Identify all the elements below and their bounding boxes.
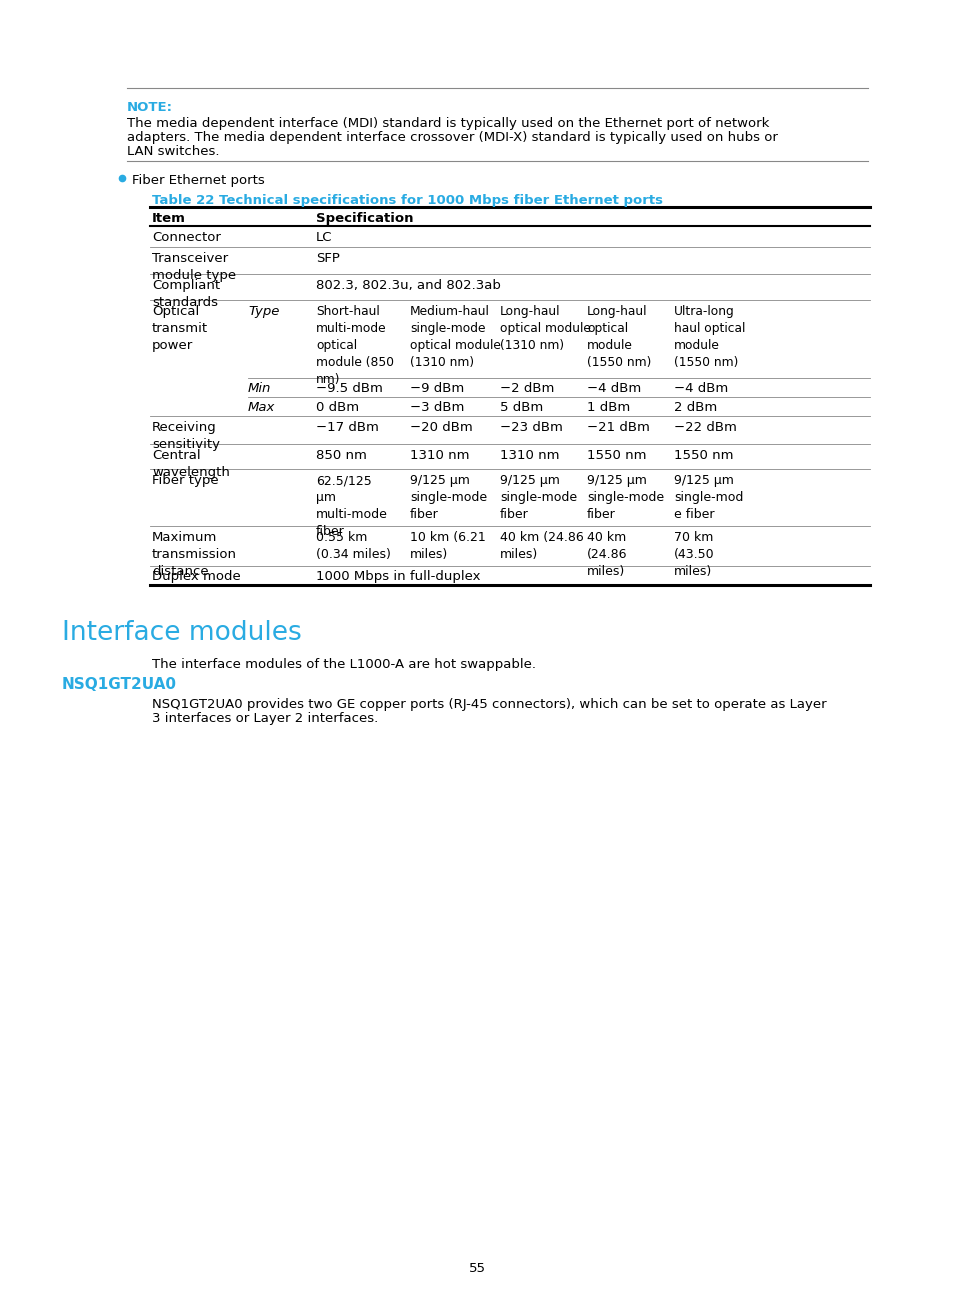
Text: Receiving
sensitivity: Receiving sensitivity xyxy=(152,421,220,451)
Text: adapters. The media dependent interface crossover (MDI-X) standard is typically : adapters. The media dependent interface … xyxy=(127,131,777,144)
Text: NOTE:: NOTE: xyxy=(127,101,172,114)
Text: Long-haul
optical module
(1310 nm): Long-haul optical module (1310 nm) xyxy=(499,305,590,353)
Text: −2 dBm: −2 dBm xyxy=(499,382,554,395)
Text: Medium-haul
single-mode
optical module
(1310 nm): Medium-haul single-mode optical module (… xyxy=(410,305,500,369)
Text: LAN switches.: LAN switches. xyxy=(127,145,219,158)
Text: 10 km (6.21
miles): 10 km (6.21 miles) xyxy=(410,531,485,561)
Text: Max: Max xyxy=(248,400,275,413)
Text: 9/125 μm
single-mode
fiber: 9/125 μm single-mode fiber xyxy=(586,474,663,521)
Text: Min: Min xyxy=(248,382,271,395)
Text: Short-haul
multi-mode
optical
module (850
nm): Short-haul multi-mode optical module (85… xyxy=(315,305,394,386)
Text: SFP: SFP xyxy=(315,251,339,264)
Text: LC: LC xyxy=(315,231,333,244)
Text: 802.3, 802.3u, and 802.3ab: 802.3, 802.3u, and 802.3ab xyxy=(315,279,500,292)
Text: Compliant
standards: Compliant standards xyxy=(152,279,220,308)
Text: 62.5/125
μm
multi-mode
fiber: 62.5/125 μm multi-mode fiber xyxy=(315,474,388,538)
Text: NSQ1GT2UA0 provides two GE copper ports (RJ-45 connectors), which can be set to : NSQ1GT2UA0 provides two GE copper ports … xyxy=(152,699,825,712)
Text: Ultra-long
haul optical
module
(1550 nm): Ultra-long haul optical module (1550 nm) xyxy=(673,305,744,369)
Text: 9/125 μm
single-mod
e fiber: 9/125 μm single-mod e fiber xyxy=(673,474,742,521)
Text: −9.5 dBm: −9.5 dBm xyxy=(315,382,382,395)
Text: −3 dBm: −3 dBm xyxy=(410,400,464,413)
Text: NSQ1GT2UA0: NSQ1GT2UA0 xyxy=(62,677,177,692)
Text: 3 interfaces or Layer 2 interfaces.: 3 interfaces or Layer 2 interfaces. xyxy=(152,712,377,724)
Text: 40 km (24.86
miles): 40 km (24.86 miles) xyxy=(499,531,583,561)
Text: 1550 nm: 1550 nm xyxy=(586,448,646,461)
Text: Duplex mode: Duplex mode xyxy=(152,570,240,583)
Text: −17 dBm: −17 dBm xyxy=(315,421,378,434)
Text: 1310 nm: 1310 nm xyxy=(410,448,469,461)
Text: 1000 Mbps in full-duplex: 1000 Mbps in full-duplex xyxy=(315,570,480,583)
Text: −23 dBm: −23 dBm xyxy=(499,421,562,434)
Text: 5 dBm: 5 dBm xyxy=(499,400,542,413)
Text: Item: Item xyxy=(152,213,186,226)
Text: 1310 nm: 1310 nm xyxy=(499,448,558,461)
Text: Optical
transmit
power: Optical transmit power xyxy=(152,305,208,353)
Text: Transceiver
module type: Transceiver module type xyxy=(152,251,236,283)
Text: 9/125 μm
single-mode
fiber: 9/125 μm single-mode fiber xyxy=(499,474,577,521)
Text: 2 dBm: 2 dBm xyxy=(673,400,717,413)
Text: Table 22 Technical specifications for 1000 Mbps fiber Ethernet ports: Table 22 Technical specifications for 10… xyxy=(152,194,662,207)
Text: Maximum
transmission
distance: Maximum transmission distance xyxy=(152,531,236,578)
Text: −22 dBm: −22 dBm xyxy=(673,421,736,434)
Text: −9 dBm: −9 dBm xyxy=(410,382,464,395)
Text: Long-haul
optical
module
(1550 nm): Long-haul optical module (1550 nm) xyxy=(586,305,651,369)
Text: 850 nm: 850 nm xyxy=(315,448,367,461)
Text: Fiber Ethernet ports: Fiber Ethernet ports xyxy=(132,174,265,187)
Text: −4 dBm: −4 dBm xyxy=(586,382,640,395)
Text: Fiber type: Fiber type xyxy=(152,474,218,487)
Text: Central
wavelength: Central wavelength xyxy=(152,448,230,480)
Text: 9/125 μm
single-mode
fiber: 9/125 μm single-mode fiber xyxy=(410,474,487,521)
Text: 1550 nm: 1550 nm xyxy=(673,448,733,461)
Text: The media dependent interface (MDI) standard is typically used on the Ethernet p: The media dependent interface (MDI) stan… xyxy=(127,117,768,130)
Text: 0 dBm: 0 dBm xyxy=(315,400,358,413)
Text: −21 dBm: −21 dBm xyxy=(586,421,649,434)
Text: The interface modules of the L1000-A are hot swappable.: The interface modules of the L1000-A are… xyxy=(152,658,536,671)
Text: −4 dBm: −4 dBm xyxy=(673,382,727,395)
Text: 40 km
(24.86
miles): 40 km (24.86 miles) xyxy=(586,531,627,578)
Text: Type: Type xyxy=(248,305,279,318)
Text: −20 dBm: −20 dBm xyxy=(410,421,473,434)
Text: 0.55 km
(0.34 miles): 0.55 km (0.34 miles) xyxy=(315,531,391,561)
Text: Connector: Connector xyxy=(152,231,221,244)
Text: 55: 55 xyxy=(468,1262,485,1275)
Text: 70 km
(43.50
miles): 70 km (43.50 miles) xyxy=(673,531,714,578)
Text: Specification: Specification xyxy=(315,213,413,226)
Text: 1 dBm: 1 dBm xyxy=(586,400,630,413)
Text: Interface modules: Interface modules xyxy=(62,619,301,645)
